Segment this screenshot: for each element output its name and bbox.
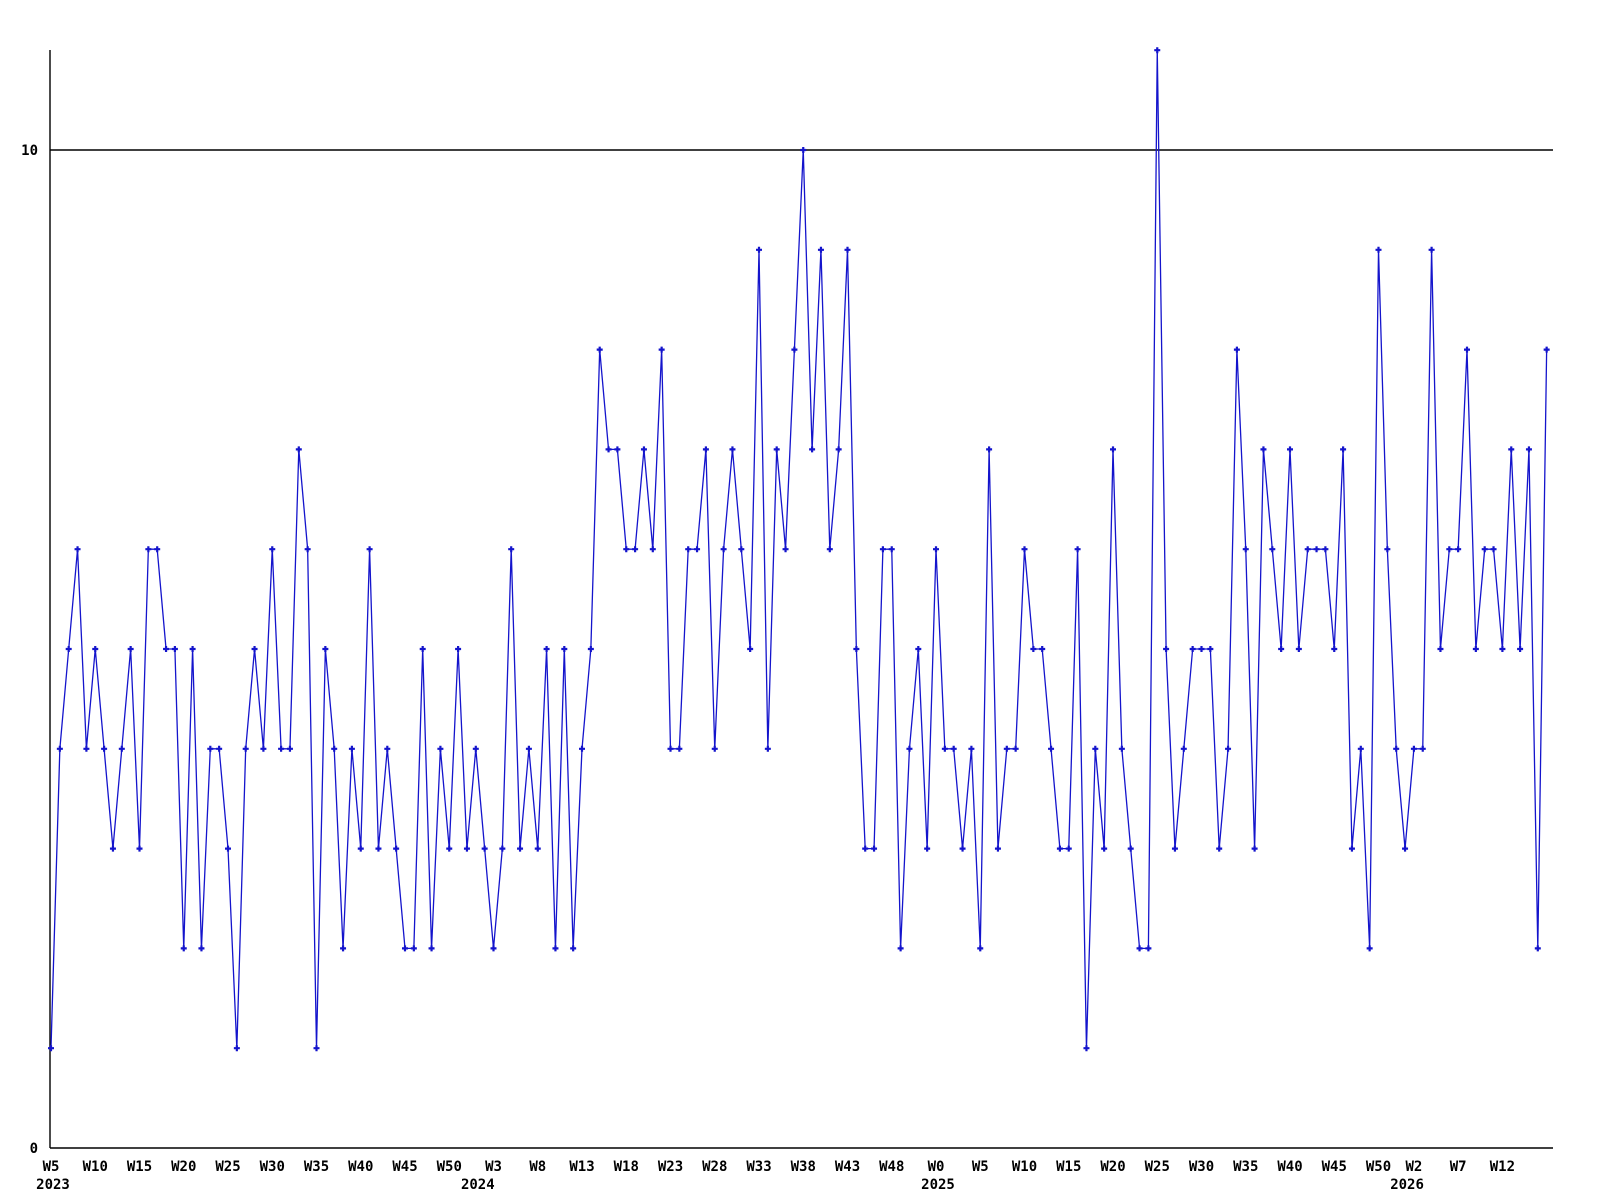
x-tick-label: W33 <box>746 1159 771 1175</box>
x-tick-label: W43 <box>835 1159 860 1175</box>
x-tick-label: W12 <box>1490 1159 1515 1175</box>
y-tick-label: 10 <box>21 143 38 159</box>
x-tick-label: W20 <box>171 1159 196 1175</box>
x-tick-label: W28 <box>702 1159 727 1175</box>
x-tick-label: W7 <box>1450 1159 1467 1175</box>
x-tick-label: W38 <box>791 1159 816 1175</box>
data-point-markers <box>48 47 1550 1052</box>
x-tick-label: W50 <box>437 1159 462 1175</box>
x-tick-label: W25 <box>1145 1159 1170 1175</box>
year-label: 2024 <box>461 1177 495 1193</box>
x-tick-label: W2 <box>1405 1159 1422 1175</box>
year-label: 2026 <box>1390 1177 1424 1193</box>
x-tick-label: W10 <box>1012 1159 1037 1175</box>
x-tick-label: W3 <box>485 1159 502 1175</box>
x-tick-label: W8 <box>529 1159 546 1175</box>
year-label: 2025 <box>921 1177 955 1193</box>
y-tick-label: 0 <box>30 1141 38 1157</box>
x-tick-label: W48 <box>879 1159 904 1175</box>
series-line <box>50 49 1548 1049</box>
x-tick-label: W13 <box>569 1159 594 1175</box>
x-tick-label: W5 <box>43 1159 60 1175</box>
x-tick-label: W20 <box>1100 1159 1125 1175</box>
x-tick-label: W40 <box>1277 1159 1302 1175</box>
x-tick-label: W45 <box>392 1159 417 1175</box>
x-tick-label: W40 <box>348 1159 373 1175</box>
x-tick-label: W18 <box>614 1159 639 1175</box>
x-tick-label: W15 <box>1056 1159 1081 1175</box>
x-tick-label: W5 <box>972 1159 989 1175</box>
year-label: 2023 <box>36 1177 70 1193</box>
x-tick-label: W23 <box>658 1159 683 1175</box>
x-tick-label: W15 <box>127 1159 152 1175</box>
x-tick-label: W30 <box>1189 1159 1214 1175</box>
x-tick-label: W35 <box>1233 1159 1258 1175</box>
x-tick-label: W35 <box>304 1159 329 1175</box>
x-tick-label: W25 <box>215 1159 240 1175</box>
x-tick-label: W50 <box>1366 1159 1391 1175</box>
x-tick-label: W30 <box>260 1159 285 1175</box>
x-tick-label: W45 <box>1322 1159 1347 1175</box>
x-tick-label: W0 <box>928 1159 945 1175</box>
x-tick-label: W10 <box>83 1159 108 1175</box>
